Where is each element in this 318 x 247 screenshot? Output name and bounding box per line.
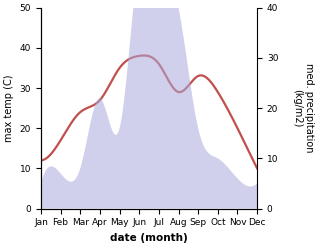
Y-axis label: max temp (C): max temp (C) bbox=[4, 74, 14, 142]
Y-axis label: med. precipitation
(kg/m2): med. precipitation (kg/m2) bbox=[292, 63, 314, 153]
X-axis label: date (month): date (month) bbox=[110, 233, 188, 243]
